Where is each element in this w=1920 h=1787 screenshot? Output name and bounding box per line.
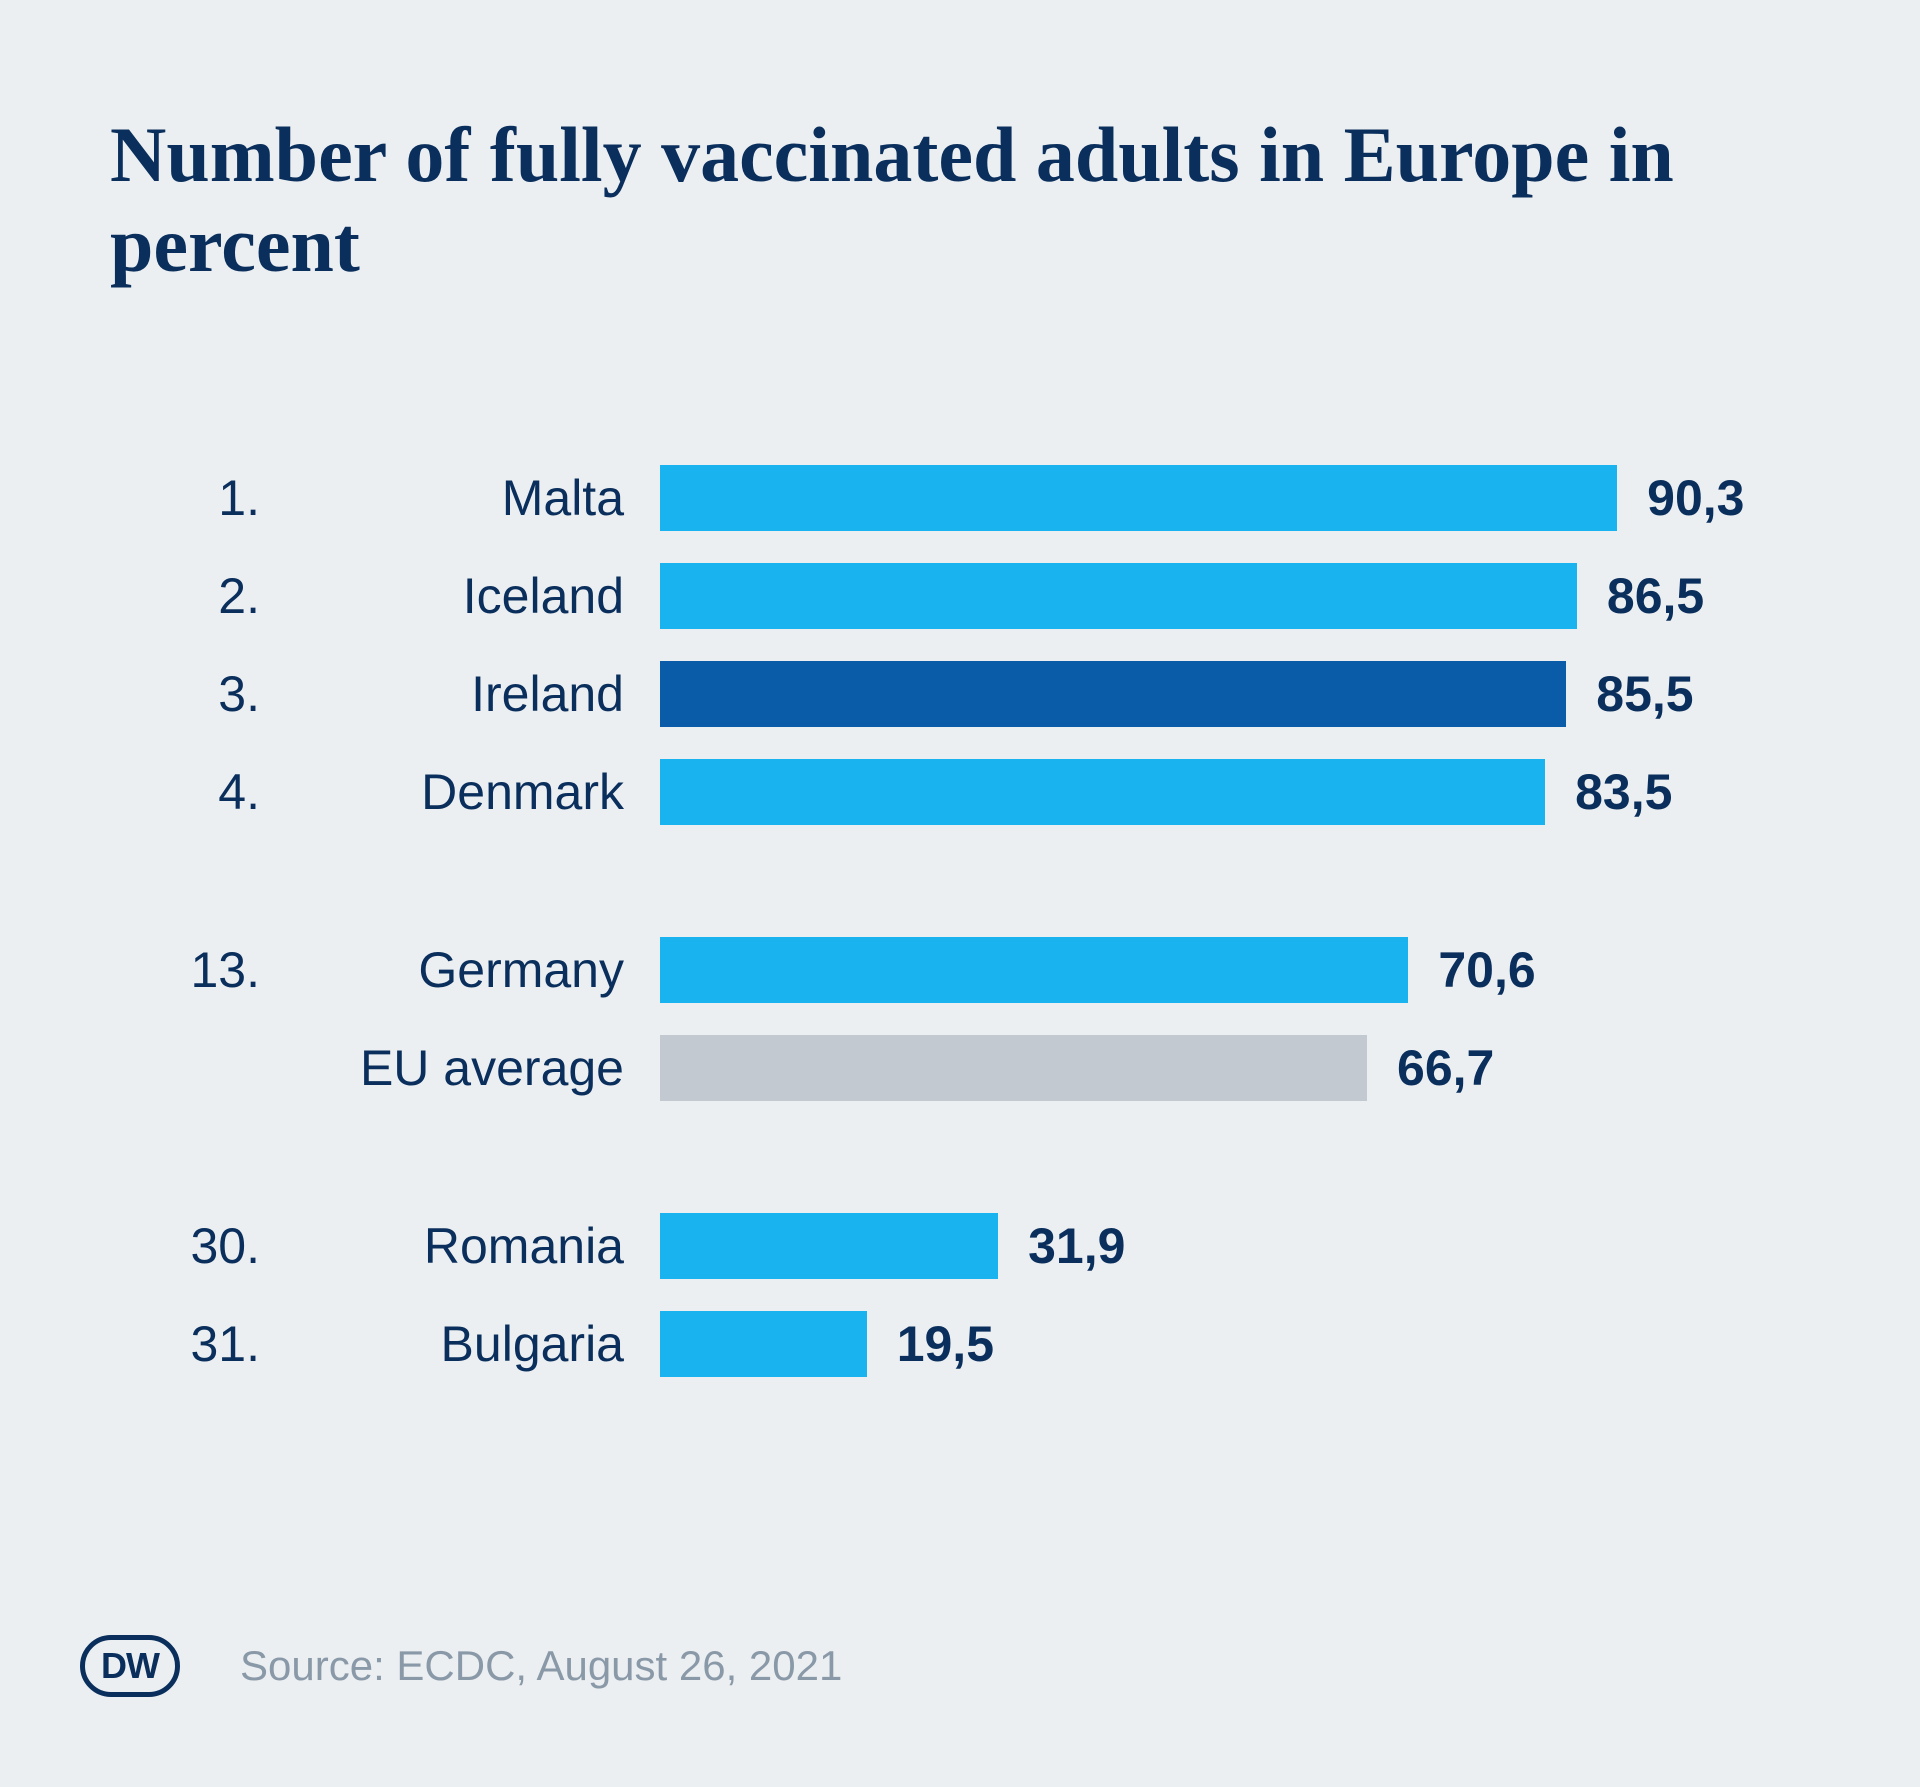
value-label: 86,5 — [1577, 567, 1704, 625]
country-label: Malta — [260, 469, 660, 527]
rank-label: 3. — [140, 665, 260, 723]
bar — [660, 1213, 998, 1279]
bar — [660, 759, 1545, 825]
country-label: Denmark — [260, 763, 660, 821]
country-label: Germany — [260, 941, 660, 999]
chart-row: 1.Malta 90,3 — [140, 449, 1810, 547]
bar-wrap: 19,5 — [660, 1295, 1810, 1393]
source-text: Source: ECDC, August 26, 2021 — [240, 1642, 842, 1690]
chart-row: 4.Denmark 83,5 — [140, 743, 1810, 841]
country-label: Romania — [260, 1217, 660, 1275]
bar-wrap: 66,7 — [660, 1019, 1810, 1117]
rank-label: 30. — [140, 1217, 260, 1275]
value-label: 66,7 — [1367, 1039, 1494, 1097]
value-label: 70,6 — [1408, 941, 1535, 999]
group-gap — [140, 1117, 1810, 1197]
chart-row: 30.Romania 31,9 — [140, 1197, 1810, 1295]
rank-label: 2. — [140, 567, 260, 625]
country-label: Bulgaria — [260, 1315, 660, 1373]
chart-row: 3.Ireland 85,5 — [140, 645, 1810, 743]
country-label: EU average — [260, 1039, 660, 1097]
bar — [660, 937, 1408, 1003]
bar — [660, 661, 1566, 727]
bar — [660, 1035, 1367, 1101]
value-label: 90,3 — [1617, 469, 1744, 527]
bar-chart: 1.Malta 90,3 2.Iceland 86,5 3.Ireland 85,5 4.D… — [110, 449, 1810, 1393]
chart-container: Number of fully vaccinated adults in Eur… — [0, 0, 1920, 1393]
bar — [660, 465, 1617, 531]
value-label: 19,5 — [867, 1315, 994, 1373]
rank-label: 4. — [140, 763, 260, 821]
bar — [660, 1311, 867, 1377]
country-label: Ireland — [260, 665, 660, 723]
value-label: 85,5 — [1566, 665, 1693, 723]
rank-label: 31. — [140, 1315, 260, 1373]
group-gap — [140, 841, 1810, 921]
chart-row: 13.Germany 70,6 — [140, 921, 1810, 1019]
bar-wrap: 90,3 — [660, 449, 1810, 547]
bar-wrap: 83,5 — [660, 743, 1810, 841]
country-label: Iceland — [260, 567, 660, 625]
value-label: 83,5 — [1545, 763, 1672, 821]
bar-wrap: 70,6 — [660, 921, 1810, 1019]
bar — [660, 563, 1577, 629]
chart-row: 31.Bulgaria 19,5 — [140, 1295, 1810, 1393]
bar-wrap: 85,5 — [660, 645, 1810, 743]
chart-row: EU average 66,7 — [140, 1019, 1810, 1117]
footer: DW Source: ECDC, August 26, 2021 — [80, 1635, 842, 1697]
chart-title: Number of fully vaccinated adults in Eur… — [110, 110, 1810, 289]
dw-logo-icon: DW — [80, 1635, 180, 1697]
rank-label: 1. — [140, 469, 260, 527]
chart-row: 2.Iceland 86,5 — [140, 547, 1810, 645]
bar-wrap: 31,9 — [660, 1197, 1810, 1295]
bar-wrap: 86,5 — [660, 547, 1810, 645]
rank-label: 13. — [140, 941, 260, 999]
value-label: 31,9 — [998, 1217, 1125, 1275]
